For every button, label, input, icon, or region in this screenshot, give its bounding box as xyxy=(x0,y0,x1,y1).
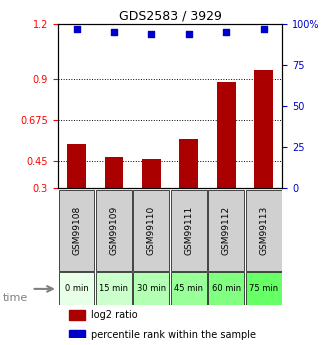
Bar xyxy=(96,273,132,305)
Point xyxy=(186,31,191,37)
Bar xyxy=(58,273,94,305)
Bar xyxy=(217,82,236,188)
Text: 0 min: 0 min xyxy=(65,284,88,293)
Text: 15 min: 15 min xyxy=(100,284,128,293)
Text: GSM99108: GSM99108 xyxy=(72,206,81,255)
Point xyxy=(261,26,266,32)
Text: GSM99111: GSM99111 xyxy=(184,206,193,255)
Text: 60 min: 60 min xyxy=(212,284,241,293)
Text: 75 min: 75 min xyxy=(249,284,278,293)
Text: 30 min: 30 min xyxy=(137,284,166,293)
Bar xyxy=(67,145,86,188)
Bar xyxy=(171,190,207,271)
Text: GSM99112: GSM99112 xyxy=(222,206,231,255)
Point xyxy=(111,30,117,35)
Text: log2 ratio: log2 ratio xyxy=(91,310,138,320)
Point xyxy=(149,31,154,37)
Point xyxy=(74,26,79,32)
Text: GSM99113: GSM99113 xyxy=(259,206,268,255)
Bar xyxy=(246,273,282,305)
Bar xyxy=(246,190,282,271)
Bar xyxy=(208,273,244,305)
Bar xyxy=(208,190,244,271)
Bar xyxy=(96,190,132,271)
Text: GSM99110: GSM99110 xyxy=(147,206,156,255)
Bar xyxy=(105,157,123,188)
Text: GSM99109: GSM99109 xyxy=(109,206,118,255)
Bar xyxy=(142,159,161,188)
Bar xyxy=(134,190,169,271)
Bar xyxy=(58,190,94,271)
Bar xyxy=(134,273,169,305)
Text: percentile rank within the sample: percentile rank within the sample xyxy=(91,330,256,340)
Text: 45 min: 45 min xyxy=(174,284,204,293)
Bar xyxy=(179,139,198,188)
Text: time: time xyxy=(3,294,29,303)
Bar xyxy=(171,273,207,305)
Bar xyxy=(69,310,85,320)
Title: GDS2583 / 3929: GDS2583 / 3929 xyxy=(119,10,221,23)
Point xyxy=(224,30,229,35)
Bar xyxy=(254,70,273,188)
Bar xyxy=(69,330,85,340)
